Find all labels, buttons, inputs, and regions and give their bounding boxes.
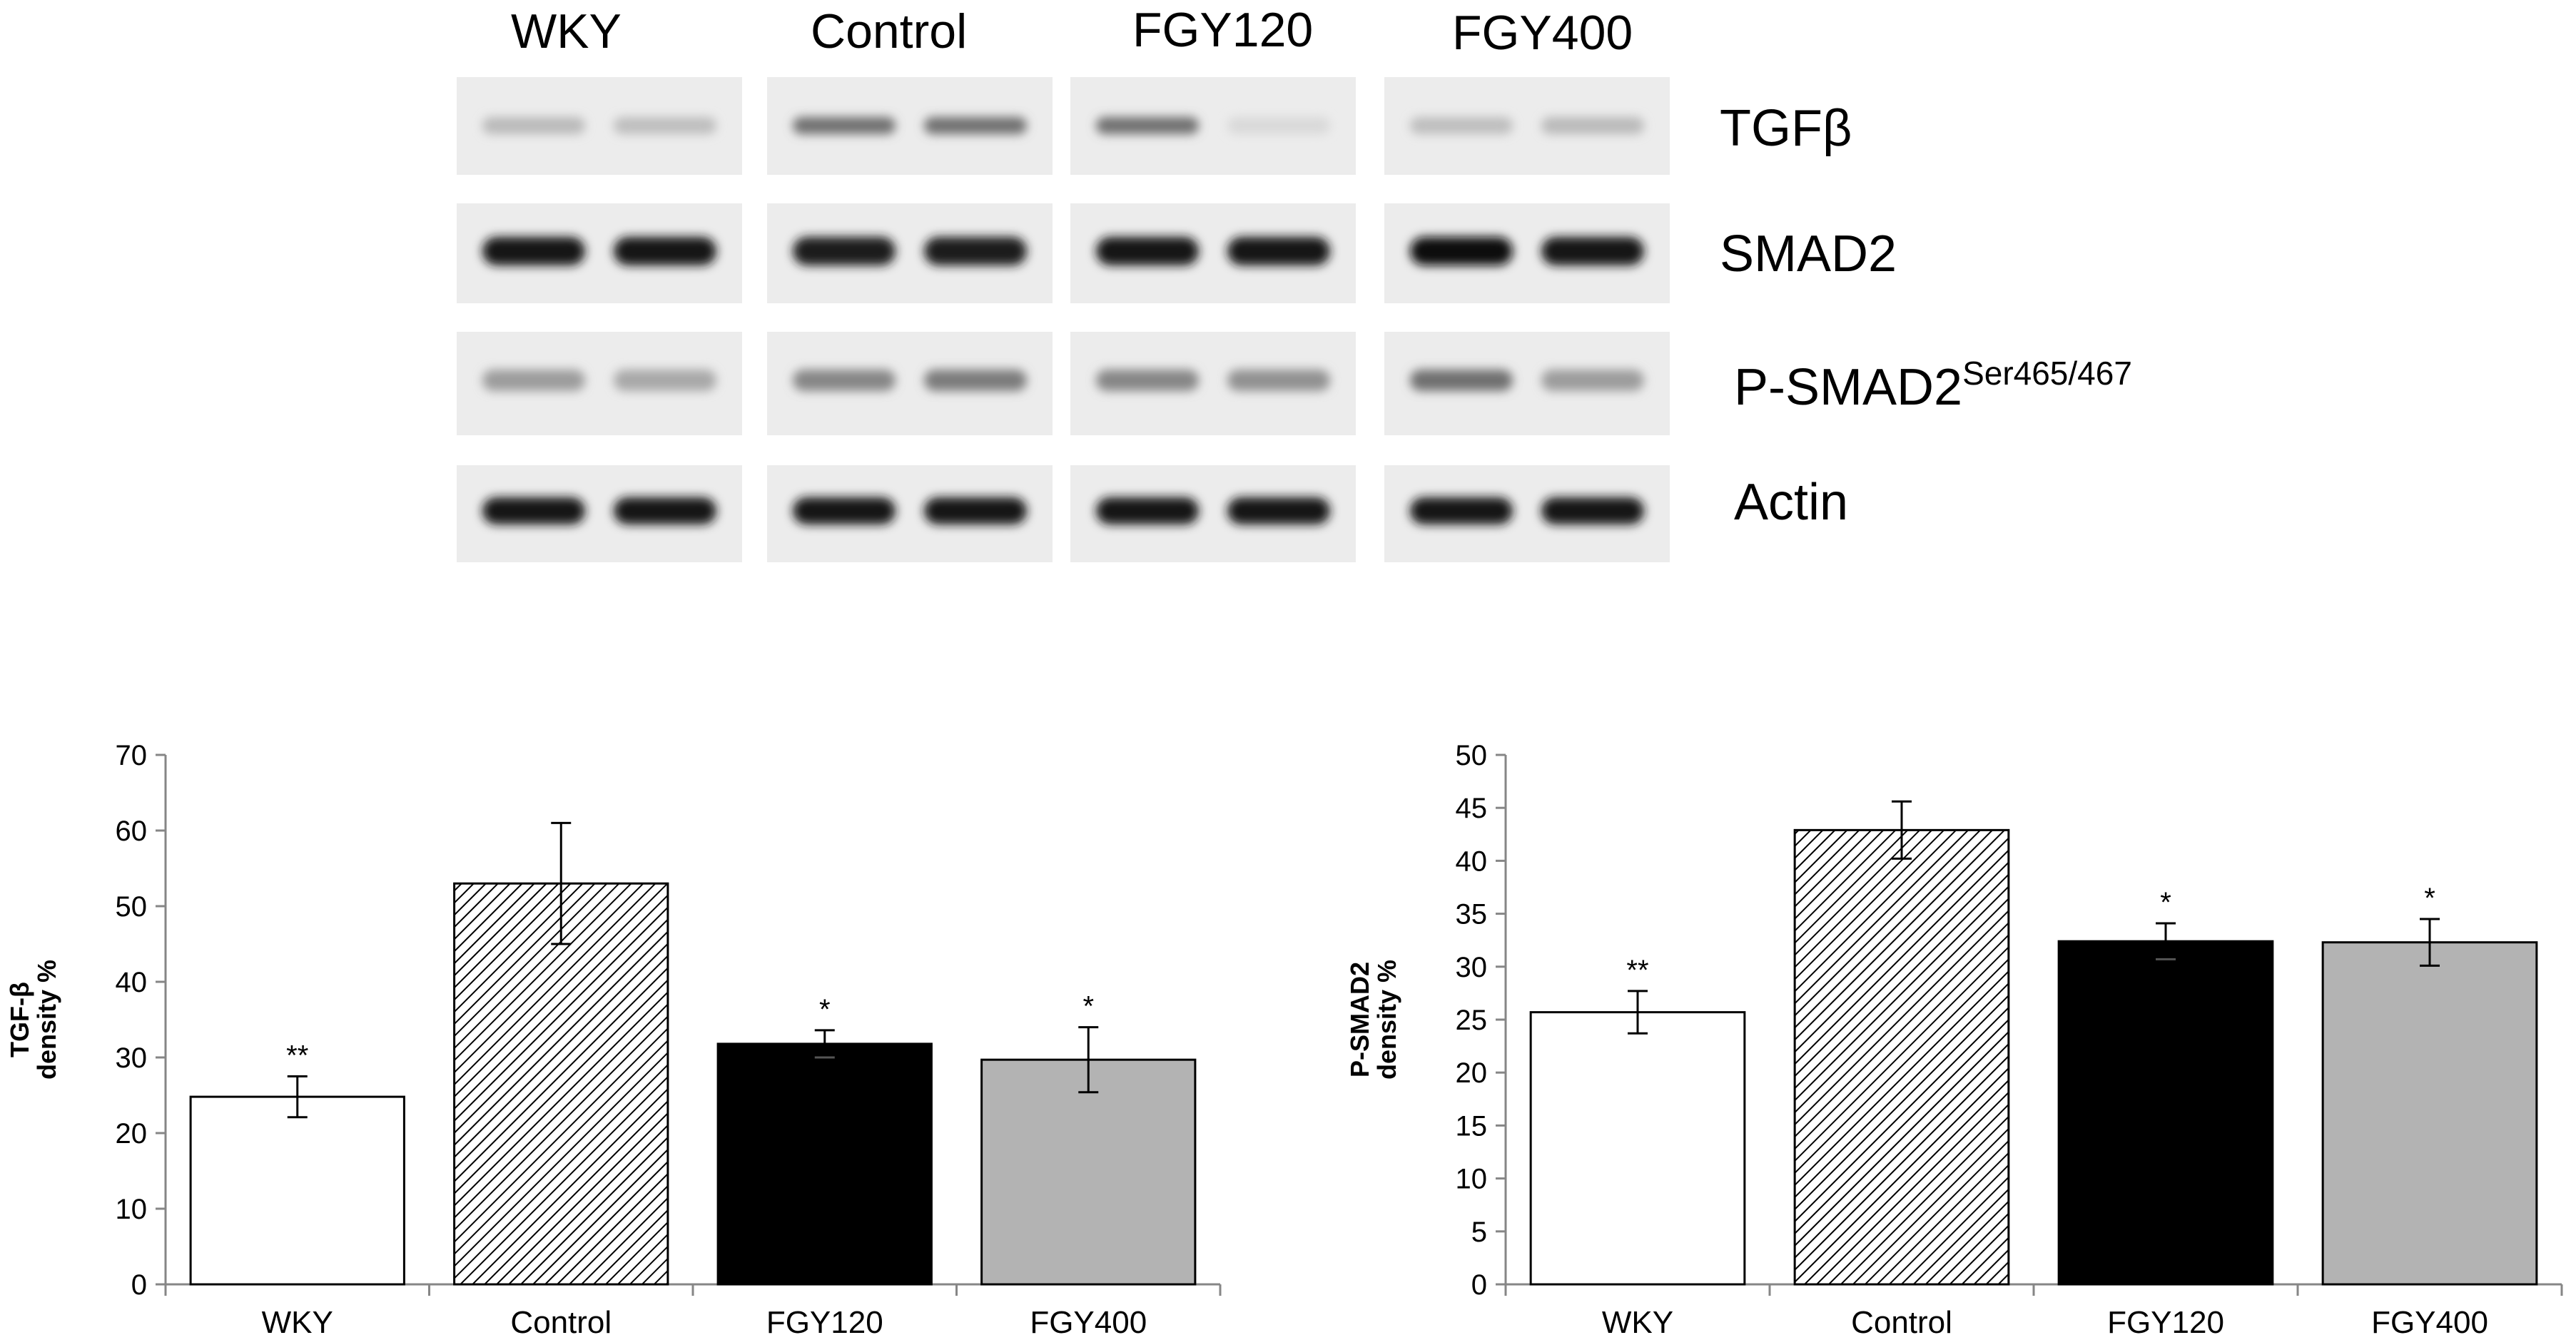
category-label: WKY bbox=[262, 1305, 333, 1340]
y-tick-label: 30 bbox=[1456, 952, 1488, 983]
y-axis-label-unit: density % bbox=[32, 960, 61, 1080]
blot-band bbox=[614, 237, 716, 265]
bar-fgy120 bbox=[2057, 940, 2274, 1286]
blot-band bbox=[614, 370, 716, 391]
row-label-actin: Actin bbox=[1734, 474, 1849, 531]
significance-marker: ** bbox=[286, 1040, 308, 1072]
y-tick-label: 40 bbox=[116, 967, 148, 998]
blot-band bbox=[1541, 117, 1644, 134]
y-axis-label: P-SMAD2 bbox=[1345, 962, 1374, 1077]
row-label-psmad2-sup: Ser465/467 bbox=[1962, 355, 2132, 392]
y-axis-label: TGF-β bbox=[5, 982, 34, 1057]
row-label-tgfb: TGFβ bbox=[1720, 100, 1852, 157]
y-tick-label: 50 bbox=[116, 891, 148, 923]
category-label: FGY400 bbox=[2371, 1305, 2488, 1340]
blot-band bbox=[1096, 237, 1199, 265]
row-label-psmad2: P-SMAD2Ser465/467 bbox=[1734, 355, 2132, 416]
category-label: FGY120 bbox=[2107, 1305, 2224, 1340]
significance-marker: * bbox=[2424, 883, 2435, 914]
chart-2: 0 5 10 15 20 25 30 35 40 45 50 ** WKY Control * FGY120 *… bbox=[1345, 740, 2563, 1340]
category-label: Control bbox=[510, 1305, 612, 1340]
blot-band bbox=[793, 497, 896, 524]
y-axis-label-unit: density % bbox=[1372, 960, 1401, 1080]
lane-label-wky: WKY bbox=[511, 4, 622, 59]
y-tick-label: 15 bbox=[1456, 1110, 1488, 1142]
y-tick-label: 30 bbox=[116, 1042, 148, 1074]
blot-band bbox=[1541, 497, 1644, 524]
chart-1: 0 10 20 30 40 50 60 70 ** WKY Control * FGY120 * FGY40… bbox=[5, 740, 1222, 1340]
category-label: FGY400 bbox=[1030, 1305, 1147, 1340]
blot-band bbox=[482, 117, 585, 134]
y-tick-label: 20 bbox=[1456, 1057, 1488, 1089]
blot-band bbox=[924, 237, 1027, 265]
category-label: Control bbox=[1851, 1305, 1952, 1340]
blot-band bbox=[1227, 237, 1330, 265]
bar-wky bbox=[1529, 1011, 1746, 1286]
blot-band bbox=[1227, 117, 1330, 134]
row-label-smad2: SMAD2 bbox=[1720, 225, 1897, 283]
blot-band bbox=[1096, 370, 1199, 391]
blot-band bbox=[924, 370, 1027, 391]
blot-band bbox=[793, 117, 896, 134]
blot-band bbox=[482, 497, 585, 524]
y-tick-label: 25 bbox=[1456, 1005, 1488, 1036]
bar-control bbox=[453, 882, 669, 1286]
significance-marker: * bbox=[2160, 887, 2171, 918]
bar-control bbox=[1793, 828, 2010, 1286]
blot-band bbox=[1096, 497, 1199, 524]
y-tick-label: 10 bbox=[1456, 1164, 1488, 1195]
bar-fgy400 bbox=[980, 1058, 1197, 1286]
bar-wky bbox=[189, 1095, 405, 1286]
blot-band bbox=[482, 370, 585, 391]
bar-fgy400 bbox=[2321, 941, 2538, 1286]
blot-band bbox=[614, 497, 716, 524]
category-label: FGY120 bbox=[766, 1305, 883, 1340]
blot-band bbox=[793, 370, 896, 391]
y-tick-label: 5 bbox=[1471, 1217, 1487, 1248]
lane-label-control: Control bbox=[811, 4, 968, 59]
significance-marker: ** bbox=[1626, 955, 1648, 986]
y-tick-label: 10 bbox=[116, 1194, 148, 1225]
y-tick-label: 70 bbox=[116, 740, 148, 771]
blot-band bbox=[1410, 117, 1513, 134]
blot-band bbox=[1410, 497, 1513, 524]
blot-band bbox=[1096, 117, 1199, 134]
blot-band bbox=[482, 237, 585, 265]
y-tick-label: 0 bbox=[131, 1269, 147, 1301]
y-tick-label: 45 bbox=[1456, 793, 1488, 824]
blot-band bbox=[924, 117, 1027, 134]
blot-band bbox=[924, 497, 1027, 524]
blot-band bbox=[793, 237, 896, 265]
significance-marker: * bbox=[1082, 991, 1094, 1022]
blot-band bbox=[1410, 370, 1513, 391]
significance-marker: * bbox=[819, 994, 831, 1025]
western-blot bbox=[457, 77, 1670, 562]
blot-band bbox=[1227, 370, 1330, 391]
blot-band bbox=[1410, 237, 1513, 265]
y-tick-label: 50 bbox=[1456, 740, 1488, 771]
blot-band bbox=[614, 117, 716, 134]
y-tick-label: 35 bbox=[1456, 899, 1488, 930]
blot-band bbox=[1227, 497, 1330, 524]
lane-label-fgy120: FGY120 bbox=[1132, 3, 1314, 57]
blot-band bbox=[1541, 370, 1644, 391]
y-tick-label: 20 bbox=[116, 1118, 148, 1149]
lane-label-fgy400: FGY400 bbox=[1452, 6, 1633, 60]
category-label: WKY bbox=[1602, 1305, 1673, 1340]
y-tick-label: 40 bbox=[1456, 846, 1488, 877]
bar-fgy120 bbox=[716, 1042, 933, 1286]
y-tick-label: 0 bbox=[1471, 1269, 1487, 1301]
blot-band bbox=[1541, 237, 1644, 265]
y-tick-label: 60 bbox=[116, 816, 148, 847]
